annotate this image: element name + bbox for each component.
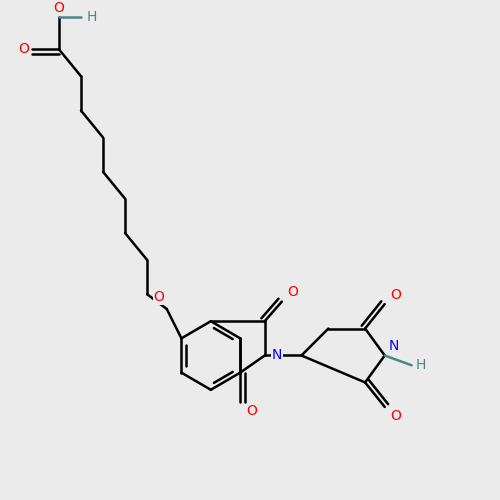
Text: O: O — [246, 404, 257, 418]
Text: O: O — [390, 410, 402, 424]
Text: O: O — [288, 285, 298, 299]
Text: N: N — [388, 339, 399, 353]
Text: N: N — [272, 348, 282, 362]
Text: O: O — [390, 288, 402, 302]
Text: O: O — [54, 1, 64, 15]
Text: H: H — [87, 10, 98, 24]
Text: O: O — [154, 290, 164, 304]
Text: O: O — [18, 42, 30, 56]
Text: H: H — [416, 358, 426, 372]
